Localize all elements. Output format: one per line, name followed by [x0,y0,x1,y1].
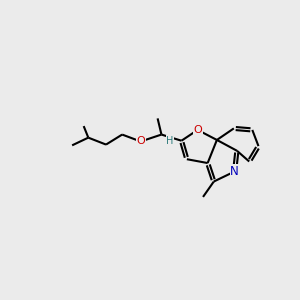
Text: N: N [230,165,239,178]
Text: H: H [166,136,174,146]
Text: O: O [193,125,202,135]
Text: O: O [136,136,145,146]
